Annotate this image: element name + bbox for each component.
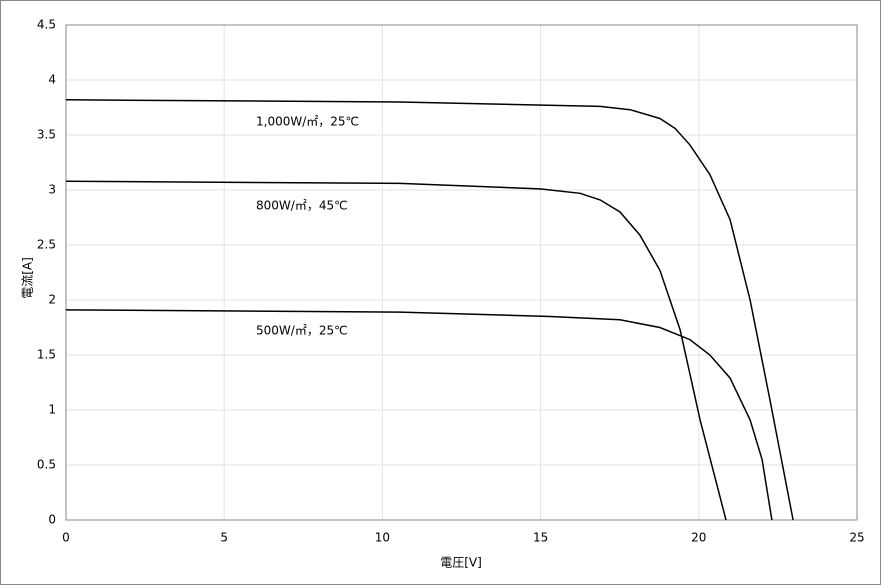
x-tick-label: 20 <box>691 531 706 545</box>
curve-label: 800W/㎡，45℃ <box>256 199 348 213</box>
y-tick-label: 2 <box>48 293 56 307</box>
y-tick-label: 1 <box>48 403 56 417</box>
x-tick-label: 15 <box>533 531 548 545</box>
x-tick-label: 10 <box>375 531 390 545</box>
curve <box>65 180 727 521</box>
y-tick-label: 3 <box>48 183 56 197</box>
x-tick-label: 0 <box>62 531 70 545</box>
curve <box>65 99 794 521</box>
y-tick-label: 3.5 <box>37 128 56 142</box>
y-tick-label: 0.5 <box>37 458 56 472</box>
y-tick-label: 4.5 <box>37 18 56 32</box>
x-axis-label: 電圧[V] <box>440 556 482 570</box>
y-tick-label: 4 <box>48 73 56 87</box>
y-tick-label: 2.5 <box>37 238 56 252</box>
curve-label: 1,000W/㎡，25℃ <box>256 115 359 129</box>
y-axis-label: 電流[A] <box>21 257 35 299</box>
x-tick-label: 25 <box>849 531 864 545</box>
curve-label: 500W/㎡，25℃ <box>256 324 348 338</box>
y-tick-label: 1.5 <box>37 348 56 362</box>
curve <box>65 309 773 521</box>
x-tick-label: 5 <box>220 531 228 545</box>
plot-border <box>65 24 858 521</box>
y-tick-label: 0 <box>48 513 56 527</box>
